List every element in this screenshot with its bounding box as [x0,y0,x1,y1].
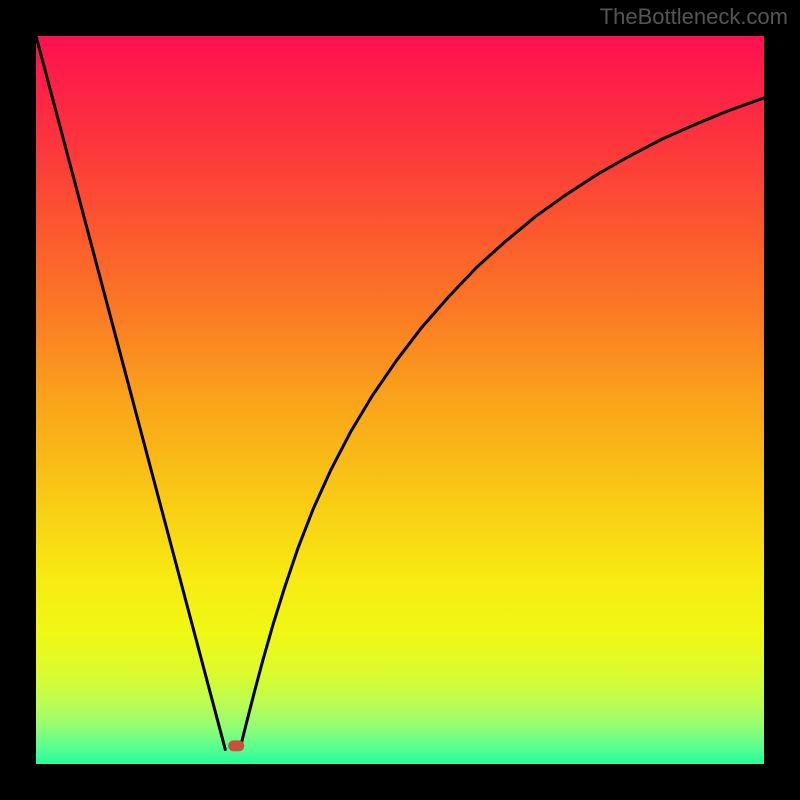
watermark-text: TheBottleneck.com [600,4,788,30]
minimum-marker [228,740,244,751]
plot-area [36,36,764,764]
plot-background [36,36,764,764]
chart-frame: TheBottleneck.com [0,0,800,800]
plot-svg [36,36,764,764]
